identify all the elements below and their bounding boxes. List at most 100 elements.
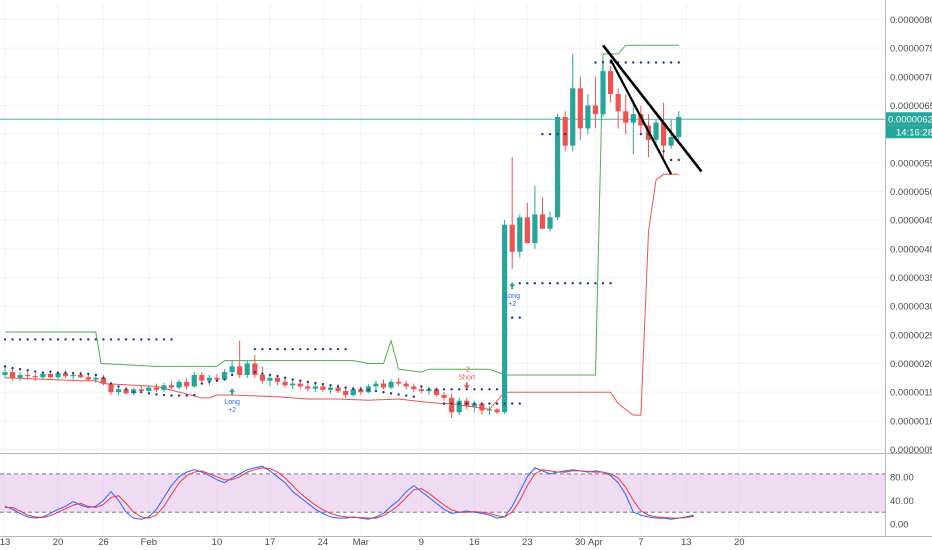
- sar-dot: [495, 402, 499, 405]
- candle-body[interactable]: [403, 383, 409, 387]
- sar-dot: [291, 378, 294, 381]
- candle-body[interactable]: [214, 377, 220, 380]
- sar-dot: [450, 402, 453, 405]
- candle-body[interactable]: [373, 383, 379, 387]
- candle-body[interactable]: [539, 214, 546, 229]
- trendline[interactable]: [602, 44, 703, 173]
- candle-body[interactable]: [509, 224, 515, 252]
- candle-body[interactable]: [653, 122, 659, 140]
- candle-body[interactable]: [577, 88, 583, 129]
- candle-body[interactable]: [229, 366, 235, 373]
- candle-body[interactable]: [146, 387, 152, 392]
- candle-body[interactable]: [668, 137, 674, 146]
- candle-body[interactable]: [517, 217, 523, 252]
- candle-body[interactable]: [25, 374, 31, 377]
- candle-body[interactable]: [108, 383, 114, 393]
- candle-body[interactable]: [388, 381, 394, 388]
- candle-body[interactable]: [55, 373, 61, 378]
- candle-body[interactable]: [441, 395, 447, 398]
- candle-body[interactable]: [47, 373, 54, 378]
- candle-body[interactable]: [32, 376, 38, 378]
- candle-body[interactable]: [396, 381, 402, 384]
- candle-body[interactable]: [623, 111, 629, 123]
- candle-body[interactable]: [547, 217, 553, 229]
- candle-body[interactable]: [327, 387, 334, 390]
- candle-body[interactable]: [638, 114, 644, 126]
- candle-body[interactable]: [244, 363, 250, 375]
- candle-body[interactable]: [282, 381, 288, 386]
- candle-body[interactable]: [305, 386, 311, 389]
- candle-body[interactable]: [380, 383, 387, 388]
- candle-body[interactable]: [456, 400, 462, 413]
- candle-body[interactable]: [630, 114, 636, 123]
- candle-body[interactable]: [660, 122, 667, 146]
- candle-body[interactable]: [418, 389, 424, 392]
- candle-body[interactable]: [259, 374, 265, 381]
- candle-body[interactable]: [502, 224, 508, 413]
- candle-body[interactable]: [555, 116, 561, 218]
- sar-dot: [3, 365, 7, 368]
- candle-body[interactable]: [267, 377, 273, 381]
- candle-body[interactable]: [161, 385, 167, 390]
- candle-body[interactable]: [486, 409, 493, 411]
- candle-body[interactable]: [479, 403, 485, 411]
- candle-body[interactable]: [343, 391, 349, 396]
- candle-body[interactable]: [608, 71, 614, 95]
- candle-body[interactable]: [358, 389, 364, 393]
- candle-body[interactable]: [615, 94, 621, 112]
- oscillator-tick-label: 80.00: [890, 472, 914, 483]
- sar-dot: [677, 61, 680, 64]
- candle-body[interactable]: [191, 374, 197, 387]
- trendline-short[interactable]: [609, 59, 673, 175]
- candle-body[interactable]: [237, 366, 243, 375]
- candle-body[interactable]: [123, 389, 129, 394]
- candle-body[interactable]: [100, 377, 107, 384]
- candle-body[interactable]: [471, 403, 477, 407]
- candle-body[interactable]: [252, 363, 258, 375]
- candle-body[interactable]: [449, 397, 455, 413]
- candle-body[interactable]: [524, 217, 530, 244]
- candle-body[interactable]: [274, 377, 281, 382]
- candle-body[interactable]: [335, 387, 341, 392]
- candle-body[interactable]: [411, 386, 417, 390]
- sar-dot: [18, 368, 22, 371]
- sar-dot: [11, 366, 14, 370]
- sar-dot: [669, 61, 673, 64]
- sar-dot: [276, 374, 279, 378]
- candle-body[interactable]: [585, 105, 591, 129]
- candle-body[interactable]: [433, 389, 440, 396]
- candle-body[interactable]: [570, 88, 576, 146]
- candle-body[interactable]: [221, 372, 228, 380]
- candle-body[interactable]: [494, 409, 500, 413]
- candle-body[interactable]: [600, 71, 606, 115]
- candle-body[interactable]: [206, 377, 212, 381]
- candle-body[interactable]: [297, 383, 303, 387]
- candle-body[interactable]: [70, 374, 76, 377]
- candle-body[interactable]: [138, 389, 144, 392]
- candle-body[interactable]: [85, 377, 91, 380]
- candle-body[interactable]: [17, 374, 23, 378]
- trendline-layer[interactable]: [602, 44, 703, 175]
- candle-body[interactable]: [320, 386, 326, 390]
- candle-body[interactable]: [350, 389, 356, 396]
- candle-body[interactable]: [93, 377, 99, 380]
- candle-body[interactable]: [2, 372, 8, 375]
- candle-body[interactable]: [676, 116, 682, 138]
- candle-body[interactable]: [562, 116, 568, 146]
- candle-body[interactable]: [176, 381, 182, 388]
- candle-body[interactable]: [532, 214, 538, 244]
- candle-body[interactable]: [153, 387, 159, 390]
- candle-body[interactable]: [40, 373, 46, 378]
- candle-body[interactable]: [78, 374, 84, 378]
- candle-body[interactable]: [312, 386, 318, 389]
- candle-body[interactable]: [115, 389, 122, 393]
- candle-body[interactable]: [62, 373, 69, 377]
- candle-body[interactable]: [9, 372, 16, 378]
- candle-body[interactable]: [290, 383, 296, 386]
- candle-body[interactable]: [168, 385, 175, 388]
- candle-body[interactable]: [199, 374, 205, 381]
- candle-body[interactable]: [592, 105, 599, 115]
- sar-dot: [261, 372, 264, 376]
- candle-body[interactable]: [184, 381, 190, 387]
